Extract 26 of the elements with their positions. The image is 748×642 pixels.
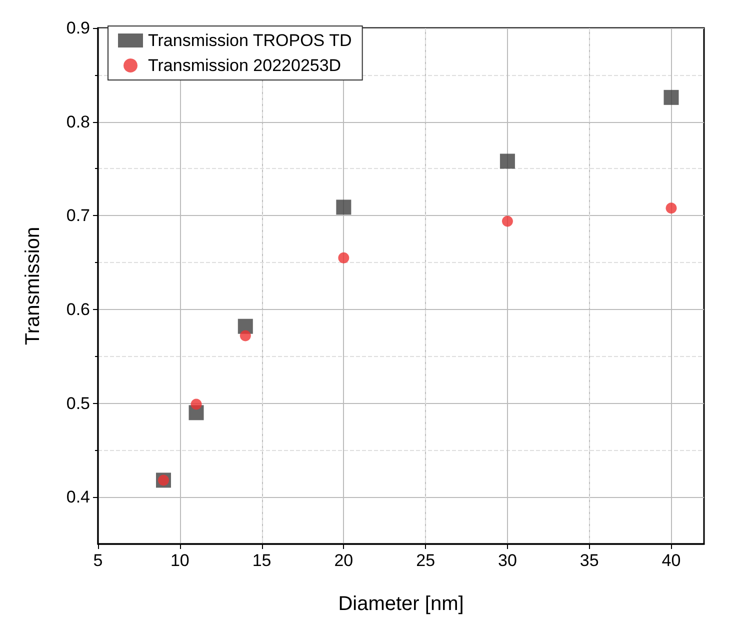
point — [240, 330, 251, 342]
x-tick-label: 5 — [93, 551, 103, 570]
legend-label: Transmission TROPOS TD — [148, 31, 352, 50]
point — [502, 216, 513, 227]
point — [500, 154, 515, 169]
point — [666, 202, 677, 214]
y-tick-label: 0.7 — [66, 206, 90, 226]
x-tick-label: 10 — [170, 551, 190, 570]
x-tick-label: 15 — [252, 551, 272, 570]
point — [190, 398, 202, 410]
y-axis-title: Transmission — [22, 226, 44, 346]
x-tick-label: 30 — [498, 551, 517, 570]
point — [664, 90, 679, 105]
y-tick-label: 0.8 — [66, 112, 90, 132]
x-tick-label: 35 — [580, 551, 599, 570]
y-tick-label: 0.5 — [66, 394, 90, 413]
point — [338, 252, 350, 264]
x-axis-title: Diameter [nm] — [338, 593, 464, 615]
legend-label: Transmission 20220253D — [148, 56, 342, 75]
x-tick-label: 25 — [416, 551, 436, 570]
x-tick-label: 40 — [662, 551, 681, 570]
point — [336, 200, 352, 215]
y-tick-label: 0.4 — [66, 488, 90, 507]
y-tick-label: 0.6 — [66, 300, 90, 319]
y-tick-label: 0.9 — [66, 18, 90, 38]
x-tick-label: 20 — [334, 551, 354, 570]
